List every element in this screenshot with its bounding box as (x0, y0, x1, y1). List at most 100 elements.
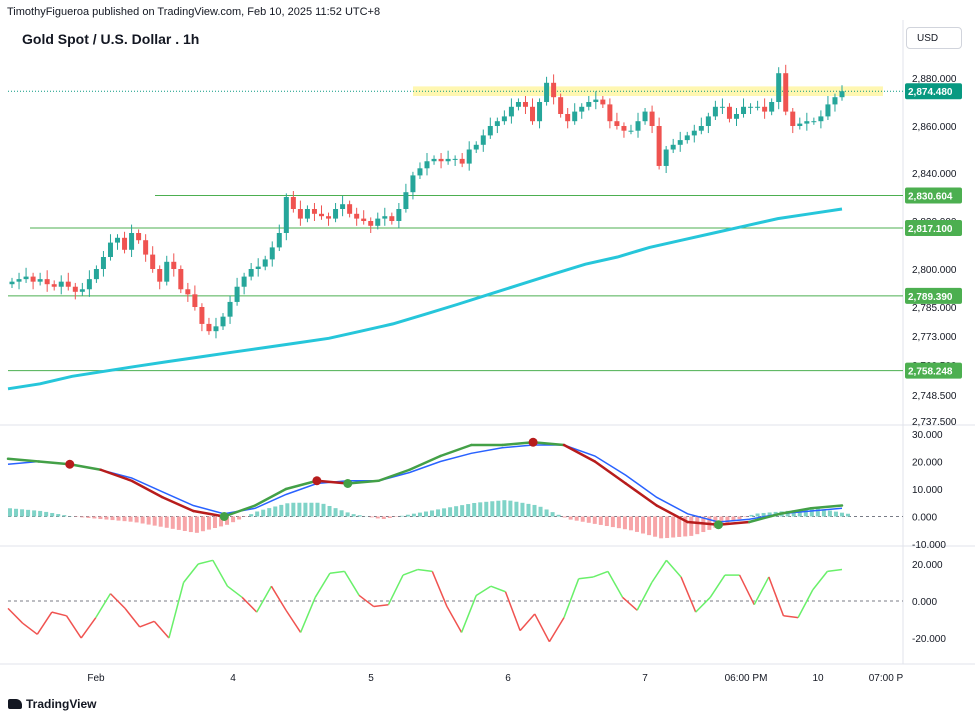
candle-body (614, 121, 620, 126)
candle-body (832, 97, 838, 105)
level-label-bg (905, 362, 962, 379)
candle (719, 98, 725, 114)
wt-histogram-bar (430, 510, 435, 517)
wt-wave-segment (253, 487, 288, 507)
candle-body (347, 204, 353, 214)
candle (839, 85, 845, 101)
osc-segment (358, 594, 375, 608)
wt-wave-segment (161, 496, 195, 513)
current-price-label: 2,874.480 (908, 87, 953, 98)
candle-body (115, 237, 121, 243)
candle-body (192, 294, 198, 307)
wt-histogram-bar (98, 516, 103, 520)
wt-histogram-bar (297, 502, 302, 517)
candle-body (157, 269, 163, 282)
wt-histogram-bar (357, 515, 362, 517)
candle-body (621, 126, 627, 131)
candle (544, 76, 550, 106)
wt-histogram-bar (327, 505, 332, 517)
wt-axis-label: 30.000 (912, 430, 943, 441)
candle (269, 241, 275, 267)
wt-cross-dot (219, 512, 229, 521)
wt-histogram-bar (604, 516, 609, 527)
time-axis-label: 6 (505, 673, 511, 684)
candle-body (354, 213, 360, 219)
osc-segment (827, 568, 843, 573)
time-axis-label: Feb (87, 673, 105, 684)
osc-segment (139, 620, 155, 628)
candle (607, 98, 613, 129)
candle (65, 272, 71, 291)
osc-segment (22, 622, 38, 635)
wt-histogram-bar (815, 508, 820, 517)
wt-wave-segment (778, 507, 813, 515)
candle (262, 255, 268, 271)
candle-body (733, 114, 739, 119)
candle (431, 155, 437, 165)
candle-body (769, 102, 775, 112)
wt-histogram-bar (417, 512, 422, 517)
wt-histogram-bar (279, 504, 284, 517)
candle-body (741, 106, 747, 114)
candle (16, 272, 22, 290)
wt-wave-segment (222, 504, 257, 518)
candle (452, 155, 458, 166)
wt-wave-segment (655, 504, 689, 524)
candle (276, 224, 282, 251)
candle-body (255, 266, 261, 269)
time-axis-label: 10 (812, 673, 824, 684)
candle (790, 108, 796, 134)
level-label: 2,830.604 (908, 192, 953, 203)
candle-body (522, 102, 528, 107)
candle (227, 295, 233, 324)
wt-histogram-bar (761, 512, 766, 517)
osc-segment (446, 606, 463, 633)
wt-histogram-bar (556, 514, 561, 517)
candle (290, 191, 296, 213)
wt-histogram-bar (767, 512, 772, 517)
wt-histogram-bar (291, 502, 296, 517)
candle (171, 253, 177, 277)
wt-histogram-bar (273, 506, 278, 517)
wt-histogram-bar (231, 516, 236, 523)
candle-body (839, 91, 845, 98)
osc-segment (431, 571, 448, 607)
candle (466, 141, 472, 171)
candle-body (58, 281, 64, 287)
candle-body (213, 326, 219, 332)
candle-body (551, 82, 557, 98)
candle-body (361, 218, 367, 221)
candle (396, 203, 402, 229)
wt-histogram-bar (737, 516, 742, 520)
candle (100, 251, 106, 277)
current-price-label-bg (905, 83, 962, 100)
osc-segment (373, 603, 389, 608)
osc-axis-label: 20.000 (912, 560, 943, 571)
candle (136, 229, 142, 244)
candle (326, 212, 332, 226)
currency-button[interactable]: USD (906, 27, 962, 49)
wt-histogram-bar (110, 516, 115, 521)
osc-segment (812, 570, 828, 591)
osc-segment (680, 576, 697, 613)
wt-histogram-bar (116, 516, 121, 521)
candle (649, 105, 655, 134)
wt-histogram-bar (647, 516, 652, 536)
wt-histogram-bar (237, 516, 242, 520)
wt-histogram-bar (496, 500, 501, 517)
wt-histogram-bar (671, 516, 676, 538)
wt-histogram-bar (411, 513, 416, 517)
osc-segment (651, 559, 668, 583)
candle-body (628, 130, 634, 132)
candle-body (804, 121, 810, 124)
osc-segment (198, 559, 214, 565)
wt-histogram-bar (285, 503, 290, 517)
candle-body (642, 111, 648, 122)
candle-body (143, 240, 149, 255)
candle (818, 110, 824, 129)
candle (565, 108, 571, 129)
wt-histogram-bar (695, 516, 700, 535)
osc-segment (592, 570, 609, 578)
osc-segment (607, 571, 624, 598)
